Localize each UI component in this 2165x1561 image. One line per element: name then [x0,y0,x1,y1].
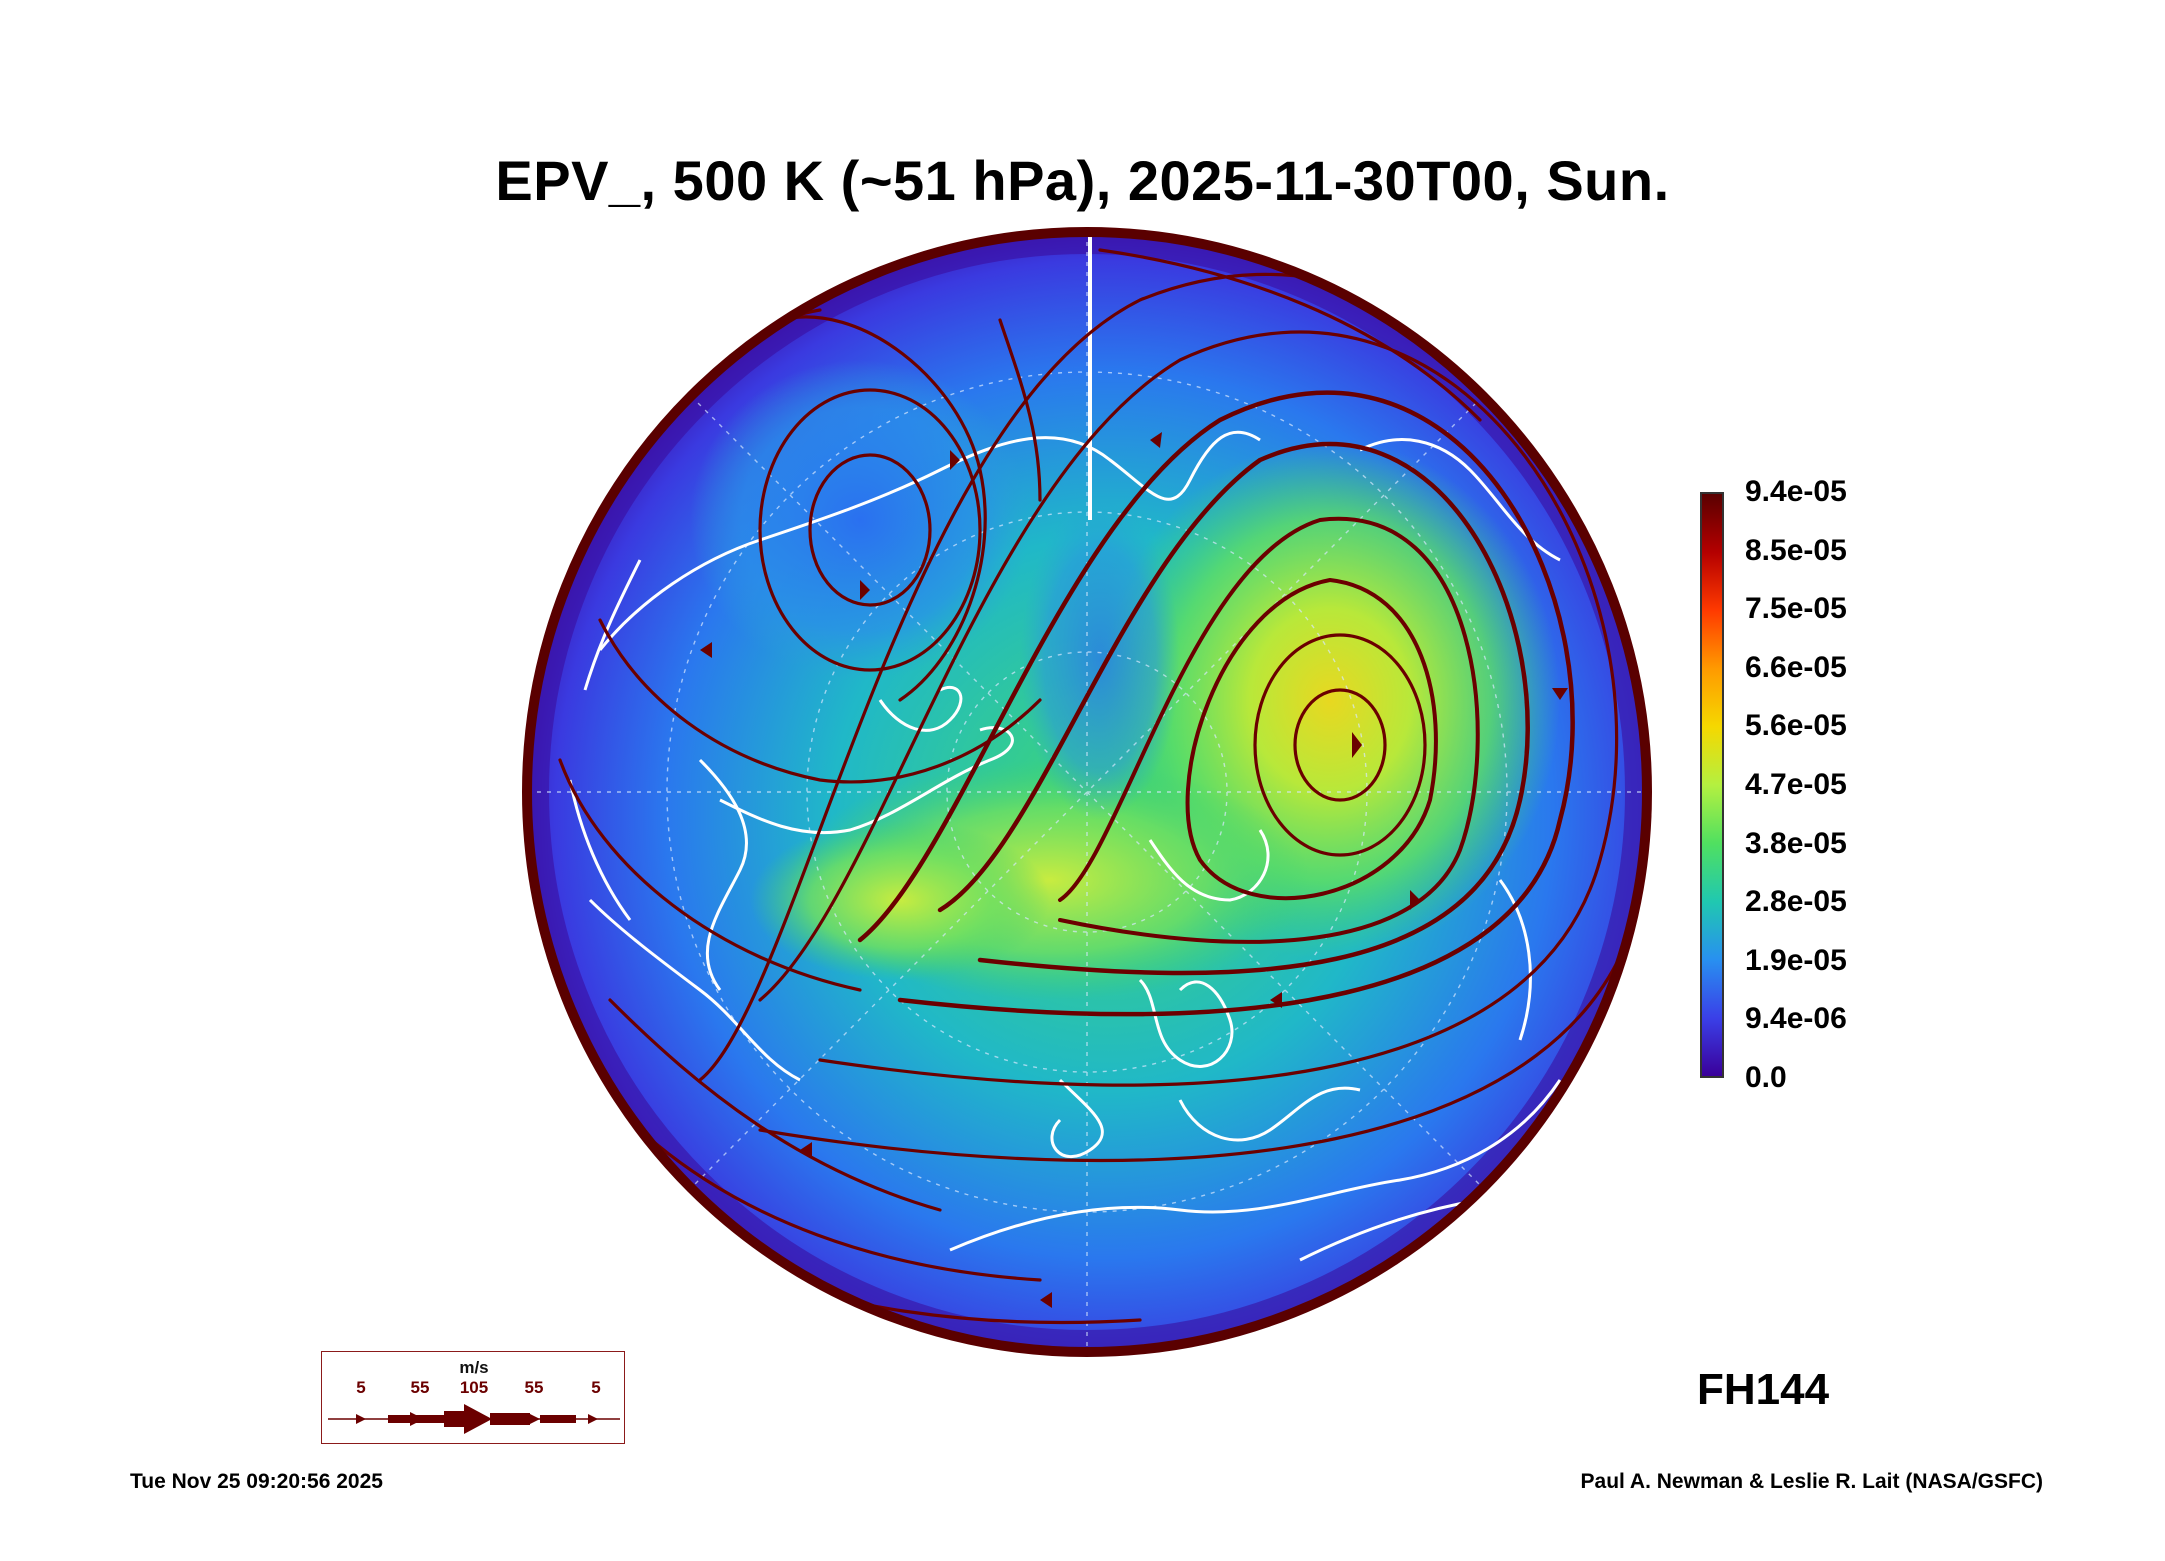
colorbar-label: 8.5e-05 [1745,533,1847,567]
forecast-hour-label: FH144 [1697,1365,1830,1414]
wind-legend-ribbon [328,1404,620,1434]
timestamp: Tue Nov 25 09:20:56 2025 [130,1470,383,1493]
colorbar-label: 1.9e-05 [1745,943,1847,977]
colorbar-label: 7.5e-05 [1745,592,1847,626]
plot-title: EPV_, 500 K (~51 hPa), 2025-11-30T00, Su… [495,149,1670,212]
wind-legend-value: 5 [356,1378,366,1397]
colorbar [1700,492,1724,1078]
colorbar-label: 9.4e-06 [1745,1002,1847,1036]
wind-legend-value: 55 [524,1378,544,1397]
colorbar-label: 5.6e-05 [1745,709,1847,743]
wind-legend-value: 5 [591,1378,601,1397]
wind-speed-legend: m/s 5 55 105 55 5 [321,1351,625,1444]
wind-legend-unit: m/s [459,1358,489,1377]
streamline-arrows [700,432,1568,1308]
colorbar-label: 4.7e-05 [1745,768,1847,801]
colorbar-label: 0.0 [1745,1061,1787,1094]
wind-legend-value: 55 [410,1378,430,1397]
colorbar-label: 3.8e-05 [1745,826,1847,860]
colorbar-label: 2.8e-05 [1745,885,1847,919]
map-boundary [522,227,1652,1357]
wind-legend-value: 105 [459,1378,489,1397]
credit: Paul A. Newman & Leslie R. Lait (NASA/GS… [1580,1470,2043,1493]
colorbar-label: 6.6e-05 [1745,650,1847,684]
colorbar-label: 9.4e-05 [1745,475,1847,508]
streamlines [558,248,1647,1325]
graticule [527,232,1647,1352]
